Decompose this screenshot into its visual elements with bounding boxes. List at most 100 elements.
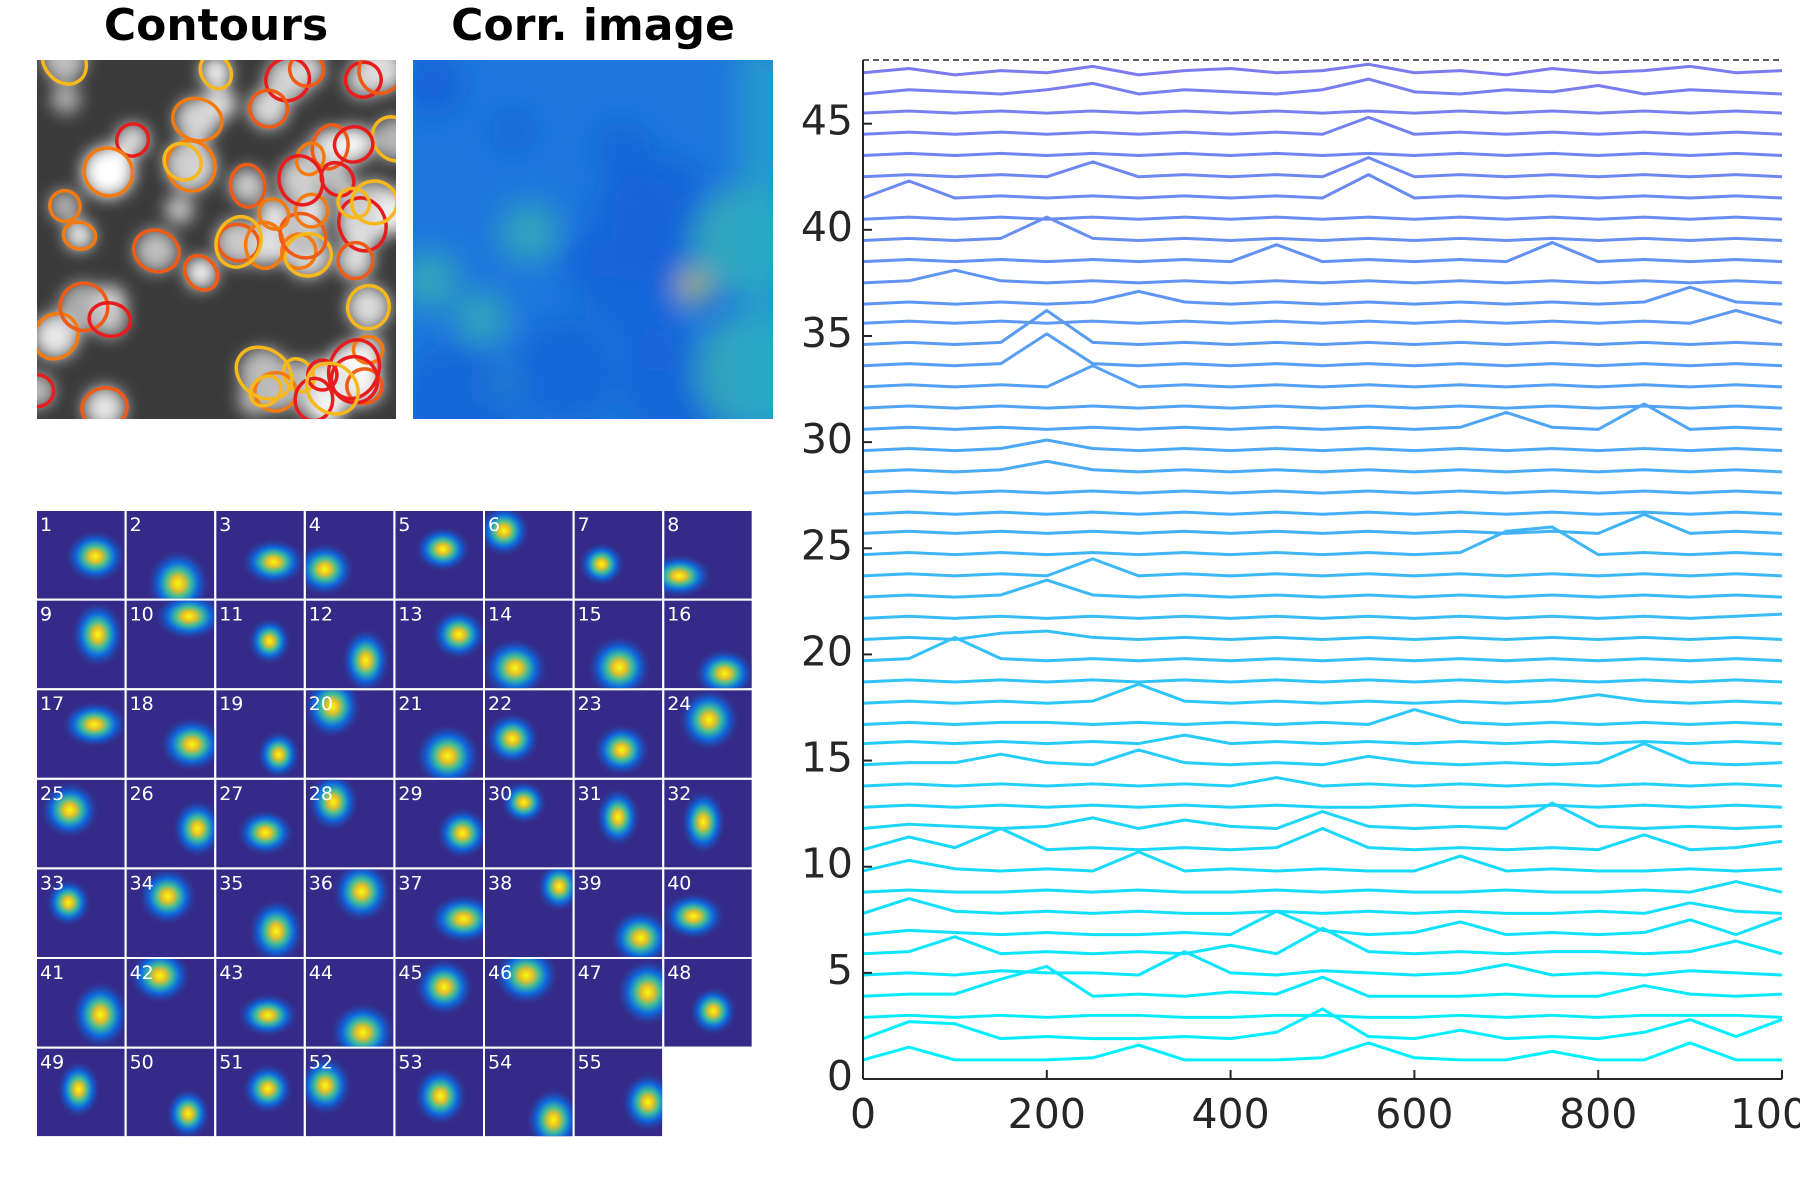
cell	[83, 386, 126, 419]
cell	[278, 157, 324, 203]
trace	[862, 826, 1783, 852]
tile-label: 15	[578, 604, 602, 626]
contour	[277, 154, 325, 207]
tile-blob	[413, 959, 476, 1017]
cell	[229, 167, 266, 204]
tile	[305, 511, 394, 599]
trace	[862, 950, 1783, 977]
contour	[248, 88, 290, 129]
contour	[48, 188, 82, 224]
trace	[862, 776, 1783, 788]
trace	[862, 62, 1783, 77]
tile-blob	[153, 600, 215, 642]
tile-blob	[236, 992, 300, 1038]
trace	[862, 525, 1783, 557]
tile-label: 3	[219, 514, 231, 536]
tile-blob	[305, 1054, 354, 1117]
trace	[862, 682, 1783, 705]
tile	[126, 600, 215, 689]
trace	[862, 309, 1783, 346]
tile-label: 35	[219, 872, 243, 894]
cell	[200, 60, 232, 88]
tile	[485, 959, 573, 1047]
tile-label: 53	[398, 1052, 422, 1074]
tile-label: 26	[130, 783, 154, 805]
tile-label: 18	[130, 693, 154, 715]
tile-label: 39	[578, 872, 602, 894]
tile-blob	[305, 690, 363, 740]
trace	[862, 964, 1783, 998]
tile	[574, 779, 663, 868]
contour	[305, 358, 339, 392]
tile-blob	[592, 722, 651, 778]
tile-label: 42	[130, 962, 154, 984]
tile-label: 16	[667, 604, 691, 626]
y-tick-label: 40	[801, 203, 853, 251]
tile-label: 32	[667, 783, 691, 805]
contour	[319, 160, 356, 198]
corr-spot	[413, 251, 459, 310]
contour	[326, 338, 382, 401]
tile	[305, 869, 394, 957]
trace	[862, 1007, 1783, 1041]
tile-blob	[145, 548, 211, 599]
trace	[862, 404, 1783, 410]
tile-blob	[55, 1059, 102, 1120]
tile	[574, 1048, 663, 1137]
corr-spot	[413, 342, 517, 419]
tile-blob	[164, 1087, 212, 1137]
tile-label: 13	[398, 604, 422, 626]
tile	[126, 511, 215, 599]
trace	[862, 151, 1783, 158]
cell	[49, 190, 81, 222]
tile-label: 4	[309, 514, 321, 536]
corr-edge	[740, 60, 773, 419]
contour	[214, 215, 263, 269]
tile-label: 9	[40, 604, 52, 626]
tile-label: 47	[578, 962, 602, 984]
tile	[664, 600, 752, 689]
tile-label: 2	[130, 514, 142, 536]
trace	[862, 332, 1783, 368]
tile-label: 37	[398, 872, 422, 894]
tile	[485, 869, 573, 957]
cell	[311, 393, 343, 419]
tile-label: 55	[578, 1052, 602, 1074]
tile-label: 20	[309, 693, 333, 715]
contour	[82, 146, 135, 198]
trace-plot: 0 5 10 15 20 25 30 35 40 45 0 200 400 600 800 1000	[801, 59, 1800, 1138]
tile-label: 41	[40, 962, 64, 984]
tile-blob	[585, 633, 653, 689]
tile	[37, 959, 125, 1047]
tile	[664, 869, 752, 957]
contour	[349, 179, 396, 226]
tile-blob	[137, 869, 199, 927]
tile	[37, 600, 125, 689]
tile-blob	[485, 511, 531, 558]
trace	[862, 803, 1783, 809]
tile-blob	[247, 897, 304, 958]
tile-label: 7	[578, 514, 590, 536]
trace	[862, 215, 1783, 221]
trace	[862, 635, 1783, 663]
trace	[862, 241, 1783, 264]
contours-title: Contours	[104, 0, 328, 51]
tile-blob	[412, 1065, 469, 1127]
x-tick-label: 1000	[1730, 1090, 1800, 1138]
trace	[862, 880, 1783, 894]
cell	[164, 194, 195, 225]
tile-blob	[492, 959, 561, 1007]
cell	[321, 163, 354, 196]
tile-label: 45	[398, 962, 422, 984]
corr-spot	[500, 203, 559, 262]
tile	[574, 600, 663, 689]
tile-blob	[329, 1000, 394, 1047]
trace	[862, 268, 1783, 285]
x-tick-label: 0	[850, 1090, 876, 1138]
tile-label: 49	[40, 1052, 64, 1074]
tile-blob	[499, 779, 548, 826]
x-tick-label: 400	[1191, 1090, 1269, 1138]
tile	[216, 511, 304, 599]
